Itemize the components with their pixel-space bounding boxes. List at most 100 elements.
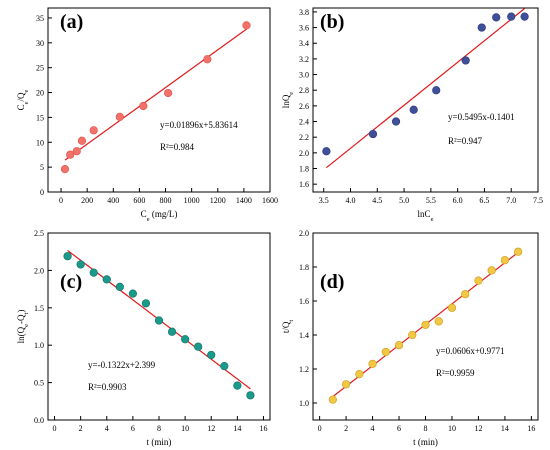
r-squared: R²=0.947 <box>448 136 483 146</box>
plot-frame <box>47 7 271 193</box>
x-tick-label: 1200 <box>210 196 226 205</box>
label-part: C <box>141 209 147 219</box>
label-part: ln(Q <box>16 326 26 343</box>
data-point <box>500 256 510 265</box>
data-point <box>520 12 529 21</box>
y-tick-label: 35 <box>36 14 44 23</box>
panel-label: (a) <box>60 11 83 33</box>
data-point <box>72 147 81 156</box>
data-point <box>341 380 351 389</box>
panel-label: (d) <box>320 271 344 293</box>
data-point <box>507 12 516 21</box>
data-point <box>141 299 151 308</box>
fit-equation: y=-0.1322x+2.399 <box>88 360 156 370</box>
x-tick-label: 16 <box>527 424 535 433</box>
data-point <box>242 21 251 30</box>
label-part: t (min) <box>413 437 438 447</box>
y-tick-label: 1.0 <box>299 399 309 408</box>
label-part: lnC <box>418 209 431 219</box>
x-tick-label: 1000 <box>184 196 200 205</box>
y-tick-label: 1.8 <box>299 165 309 174</box>
y-tick-label: 3.8 <box>299 8 309 17</box>
x-tick-label: 6 <box>131 424 135 433</box>
data-point <box>139 101 148 111</box>
y-tick-label: 3.6 <box>299 24 309 33</box>
data-point <box>115 112 124 122</box>
x-tick-label: 800 <box>160 196 172 205</box>
label-part: e <box>147 216 150 223</box>
x-axis-label: lnCe <box>418 209 434 223</box>
x-tick-label: 1400 <box>236 196 252 205</box>
y-axis-label: Ce/Qe <box>16 89 30 110</box>
label-part: t <box>288 320 295 322</box>
x-tick-label: 7.5 <box>533 196 543 205</box>
data-point <box>477 23 486 32</box>
y-tick-label: 0.0 <box>34 416 44 425</box>
label-part: (mg/L) <box>150 209 178 219</box>
data-point <box>408 330 417 340</box>
x-tick-label: 4.5 <box>372 196 382 205</box>
data-point <box>368 129 378 139</box>
plot-frame <box>312 7 539 193</box>
data-point <box>102 275 111 284</box>
x-axis-label: Ce (mg/L) <box>141 209 178 223</box>
data-point <box>194 342 203 351</box>
data-point <box>461 56 470 65</box>
data-point <box>432 86 441 95</box>
panel-label: (b) <box>320 11 344 33</box>
data-point <box>492 13 501 22</box>
y-tick-label: 1.2 <box>299 365 309 374</box>
panel-a: 0 200 400 600 800 1000 1200 1400 1600 0 5 10 15 20 25 3… <box>16 7 278 223</box>
x-tick-label: 12 <box>474 424 482 433</box>
y-tick-label: 1.5 <box>34 304 44 313</box>
data-point <box>447 303 457 312</box>
data-point <box>77 136 87 145</box>
y-axis-label: lnQe <box>281 92 295 109</box>
label-part: e <box>288 92 295 95</box>
y-tick-label: 30 <box>36 39 44 48</box>
x-tick-label: 5.0 <box>399 196 409 205</box>
x-tick-label: 600 <box>133 196 145 205</box>
label-part: /Q <box>16 92 26 102</box>
x-tick-label: 6 <box>397 424 401 433</box>
y-tick-label: 2.6 <box>299 102 309 111</box>
label-part: t/Q <box>281 321 291 333</box>
x-tick-label: 10 <box>181 424 189 433</box>
fit-line <box>64 28 247 161</box>
r-squared: R²=0.9959 <box>436 368 475 378</box>
y-tick-label: 15 <box>36 113 44 122</box>
x-tick-label: 12 <box>207 424 215 433</box>
y-tick-label: 2.2 <box>299 133 309 142</box>
x-tick-label: 10 <box>448 424 456 433</box>
x-tick-label: 200 <box>81 196 93 205</box>
data-point <box>421 320 430 329</box>
y-tick-label: 25 <box>36 64 44 73</box>
x-tick-label: 14 <box>501 424 509 433</box>
data-point <box>246 391 255 400</box>
data-point <box>409 105 418 114</box>
r-squared: R²=0.9903 <box>88 382 127 392</box>
x-tick-label: 4 <box>105 424 109 433</box>
y-tick-label: 2.5 <box>34 229 44 238</box>
data-point <box>394 341 404 350</box>
x-tick-label: 400 <box>107 196 119 205</box>
x-tick-label: 0 <box>59 196 63 205</box>
x-tick-label: 16 <box>259 424 267 433</box>
data-point <box>391 117 401 126</box>
y-tick-label: 1.0 <box>34 341 44 350</box>
x-tick-label: 0 <box>318 424 322 433</box>
y-tick-label: 3.0 <box>299 71 309 80</box>
label-part: e <box>23 89 30 92</box>
x-axis-label: t (min) <box>413 437 438 447</box>
data-point <box>233 381 242 390</box>
data-point <box>328 395 337 404</box>
data-point <box>154 316 164 325</box>
data-point <box>203 55 212 64</box>
data-point <box>181 335 190 344</box>
x-tick-label: 0 <box>53 424 57 433</box>
y-tick-label: 2.8 <box>299 86 309 95</box>
fit-equation: y=0.5495x-0.1401 <box>448 112 515 122</box>
data-point <box>76 260 85 269</box>
y-tick-label: 1.4 <box>299 331 309 340</box>
data-point <box>381 347 390 357</box>
